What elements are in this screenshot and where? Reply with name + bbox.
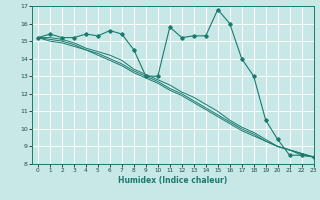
X-axis label: Humidex (Indice chaleur): Humidex (Indice chaleur) bbox=[118, 176, 228, 185]
